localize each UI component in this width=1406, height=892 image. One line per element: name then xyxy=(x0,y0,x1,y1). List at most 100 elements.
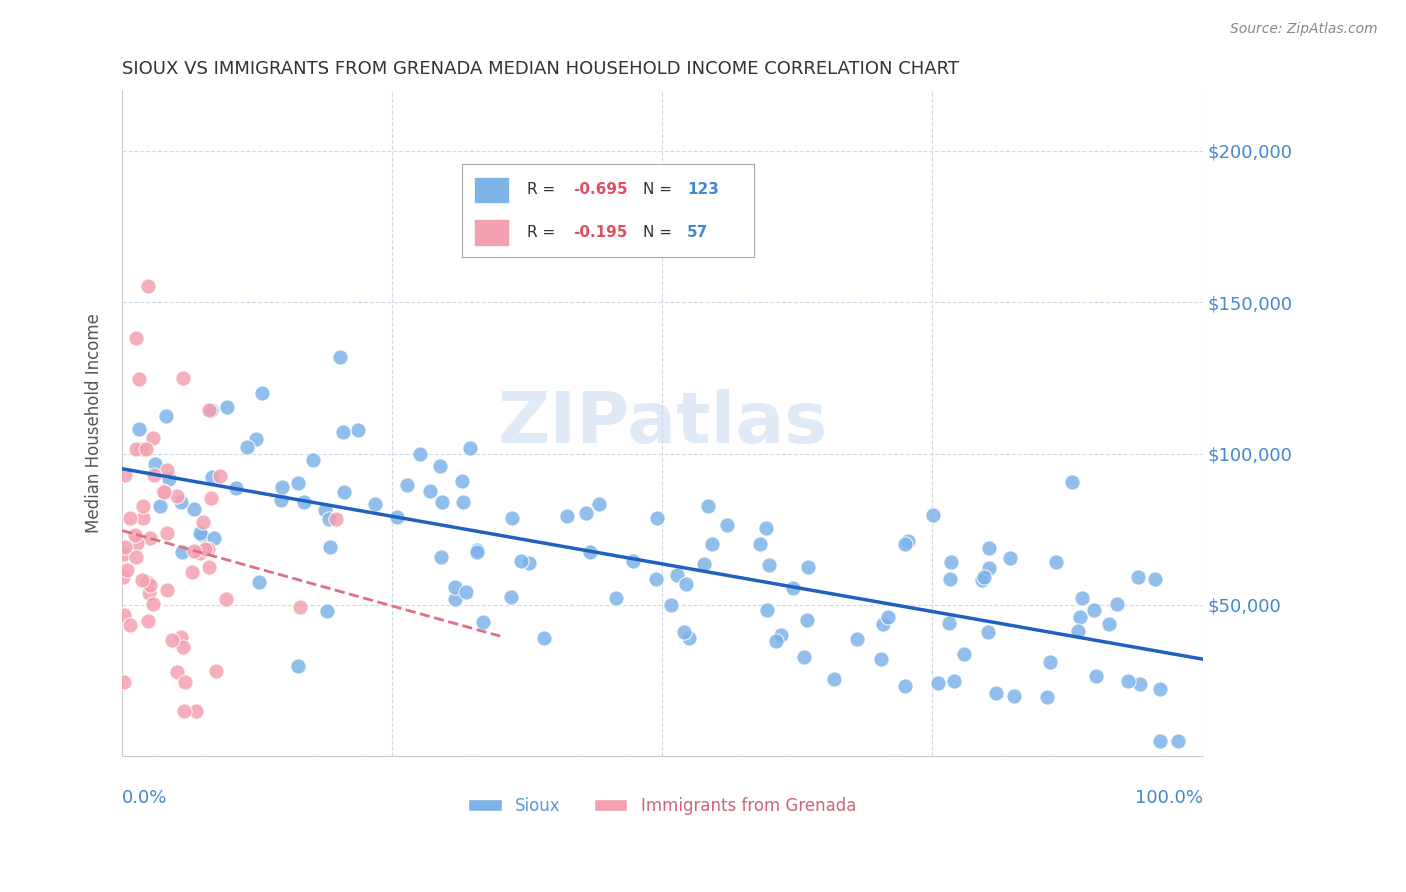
Point xyxy=(782,581,804,595)
Point xyxy=(939,555,962,569)
Point xyxy=(186,704,208,718)
Point xyxy=(1069,609,1091,624)
Point xyxy=(183,543,205,558)
Point xyxy=(205,664,228,678)
Point xyxy=(749,537,772,551)
Point xyxy=(125,442,148,456)
Point xyxy=(112,547,135,561)
Point xyxy=(1070,591,1092,605)
Point xyxy=(432,495,454,509)
Point xyxy=(451,495,474,509)
Point xyxy=(325,512,347,526)
Point xyxy=(287,658,309,673)
Point xyxy=(191,515,214,529)
Point xyxy=(1149,681,1171,696)
Point xyxy=(194,541,217,556)
Point xyxy=(444,580,467,594)
Y-axis label: Median Household Income: Median Household Income xyxy=(86,313,103,533)
Point xyxy=(155,409,177,423)
Point xyxy=(200,403,222,417)
Point xyxy=(346,423,368,437)
Point xyxy=(644,572,666,586)
Point xyxy=(977,624,1000,639)
Point xyxy=(156,583,179,598)
Text: ZIPatlas: ZIPatlas xyxy=(498,389,827,458)
Point xyxy=(172,370,194,384)
Point xyxy=(288,599,311,614)
Point xyxy=(927,675,949,690)
Point xyxy=(172,640,194,655)
Point xyxy=(160,632,183,647)
Point xyxy=(429,458,451,473)
Point xyxy=(454,584,477,599)
Point xyxy=(877,609,900,624)
Point xyxy=(395,477,418,491)
Point xyxy=(319,540,342,554)
Point xyxy=(135,575,157,590)
Point xyxy=(112,675,135,690)
Point xyxy=(138,614,160,628)
Point xyxy=(225,481,247,495)
Point xyxy=(197,542,219,557)
Point xyxy=(1000,551,1022,566)
Point xyxy=(758,558,780,572)
Point xyxy=(1036,690,1059,704)
Point xyxy=(501,511,523,525)
Point xyxy=(922,508,945,523)
Point xyxy=(897,533,920,548)
Text: 100.0%: 100.0% xyxy=(1135,789,1202,807)
Point xyxy=(894,537,917,551)
Point xyxy=(152,484,174,499)
Point xyxy=(385,509,408,524)
Point xyxy=(170,545,193,559)
Point xyxy=(1144,572,1167,586)
Point xyxy=(118,618,141,632)
Point xyxy=(765,633,787,648)
Point xyxy=(755,602,778,616)
Point xyxy=(143,468,166,483)
Point xyxy=(430,550,453,565)
Point xyxy=(200,491,222,506)
Point xyxy=(271,480,294,494)
Point xyxy=(472,615,495,629)
Point xyxy=(1129,677,1152,691)
Point xyxy=(149,499,172,513)
Point xyxy=(131,574,153,588)
Point xyxy=(1084,668,1107,682)
Point xyxy=(364,497,387,511)
Point xyxy=(605,591,627,606)
Point xyxy=(173,674,195,689)
Point xyxy=(125,331,148,345)
Point xyxy=(1045,555,1067,569)
Point xyxy=(419,484,441,499)
Point xyxy=(458,442,481,456)
Point xyxy=(201,470,224,484)
Point xyxy=(135,442,157,456)
Point xyxy=(693,558,716,572)
Point xyxy=(287,475,309,490)
Point xyxy=(215,401,238,415)
Point xyxy=(451,474,474,488)
Point xyxy=(1116,673,1139,688)
Point xyxy=(125,549,148,564)
Point xyxy=(131,442,153,456)
Point xyxy=(329,350,352,364)
Point xyxy=(846,632,869,646)
Text: 0.0%: 0.0% xyxy=(122,789,167,807)
Point xyxy=(188,546,211,560)
Point xyxy=(973,570,995,584)
Point xyxy=(190,528,212,542)
Point xyxy=(793,650,815,665)
Point xyxy=(249,575,271,590)
Point xyxy=(156,463,179,477)
Point xyxy=(124,528,146,542)
Point xyxy=(117,563,139,577)
Point xyxy=(499,590,522,604)
Point xyxy=(180,565,202,579)
Point xyxy=(675,577,697,591)
Text: SIOUX VS IMMIGRANTS FROM GRENADA MEDIAN HOUSEHOLD INCOME CORRELATION CHART: SIOUX VS IMMIGRANTS FROM GRENADA MEDIAN … xyxy=(122,60,959,78)
Point xyxy=(870,652,893,666)
Point xyxy=(557,508,579,523)
Point xyxy=(1149,734,1171,748)
Point xyxy=(302,452,325,467)
